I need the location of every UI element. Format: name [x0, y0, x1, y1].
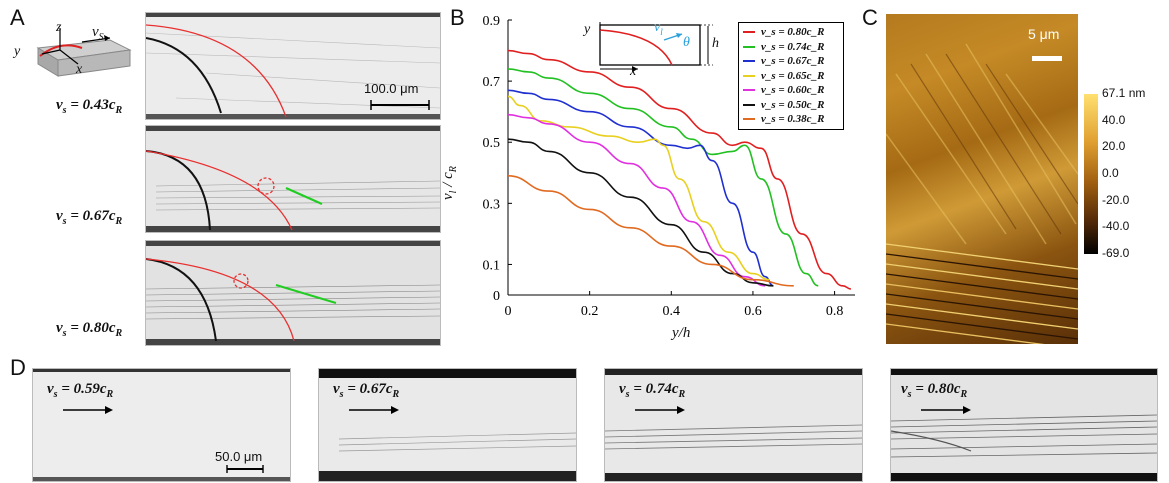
schematic-y-label: y	[14, 44, 21, 59]
panel-letter-a: A	[10, 5, 25, 30]
colorbar-tick-2: 20.0	[1102, 139, 1126, 154]
legend-swatch-2	[743, 60, 755, 63]
micrograph-d4-detail	[891, 369, 1157, 481]
micrograph-d2: vs = 0.67cR	[318, 368, 577, 482]
legend-swatch-6	[743, 118, 755, 121]
row-label-a2: vs = 0.67cR	[56, 208, 123, 227]
legend-label-6: v_s = 0.38c_R	[761, 113, 825, 125]
panel-letter-c: C	[862, 5, 878, 30]
y-tick-label-5: 0.9	[483, 14, 501, 29]
series-line-6	[507, 175, 794, 287]
colorbar-tick-4: -20.0	[1102, 192, 1130, 207]
series-line-0	[507, 49, 851, 290]
legend-item-0: v_s = 0.80c_R	[743, 25, 839, 40]
legend-label-0: v_s = 0.80c_R	[761, 26, 825, 38]
micrograph-d4: vs = 0.80cR	[890, 368, 1158, 482]
colorbar	[1084, 94, 1098, 254]
schematic-vs-label: vS	[92, 24, 104, 43]
micrograph-d1-detail	[33, 369, 290, 481]
panel-letter-d: D	[10, 355, 26, 380]
chart-axes: 0 0.1 0.3 0.5 0.7 0.9 0 0.2 0.4 0.6 0.8	[483, 14, 855, 319]
afm-image: 5 μm	[886, 14, 1078, 344]
x-tick-label-4: 0.8	[826, 304, 844, 319]
series-line-2	[507, 89, 774, 287]
micrograph-a1-lines	[146, 13, 440, 119]
micrograph-a3	[145, 240, 441, 346]
scalebar-a-label: 100.0 μm	[364, 81, 419, 96]
series-line-3	[507, 95, 770, 281]
inset-x-label: x	[630, 64, 637, 79]
legend-swatch-4	[743, 89, 755, 92]
frame-label-d1: vs = 0.59cR	[47, 381, 114, 400]
legend-item-3: v_s = 0.65c_R	[743, 69, 839, 84]
legend-item-5: v_s = 0.50c_R	[743, 98, 839, 113]
y-tick-label-1: 0.1	[483, 258, 501, 273]
inset-theta-label: θ	[683, 35, 690, 50]
series-line-4	[507, 113, 766, 287]
legend-label-5: v_s = 0.50c_R	[761, 98, 825, 111]
legend-label-4: v_s = 0.60c_R	[761, 84, 825, 96]
row-label-a3: vs = 0.80cR	[56, 320, 123, 339]
colorbar-tick-6: -69.0	[1102, 246, 1130, 260]
inset-h-label: h	[712, 36, 719, 51]
legend-swatch-5	[743, 103, 755, 106]
legend-swatch-0	[743, 31, 755, 34]
chart-lines	[507, 49, 851, 290]
series-line-5	[507, 138, 774, 287]
frame-label-d3: vs = 0.74cR	[619, 381, 686, 400]
micrograph-d3: vs = 0.74cR	[604, 368, 863, 482]
micrograph-d2-detail	[319, 369, 576, 481]
x-tick-label-0: 0	[505, 304, 512, 319]
scalebar-d-label: 50.0 μm	[215, 449, 263, 464]
legend-item-2: v_s = 0.67c_R	[743, 54, 839, 69]
legend-label-3: v_s = 0.65c_R	[761, 69, 825, 82]
x-tick-label-3: 0.6	[744, 304, 762, 319]
micrograph-a2	[145, 125, 441, 233]
micrograph-a3-lines	[146, 241, 440, 345]
legend-swatch-1	[743, 45, 755, 48]
inset-vl-label: vl	[654, 20, 663, 37]
y-tick-label-0: 0	[493, 289, 500, 304]
colorbar-tick-0: 67.1 nm	[1102, 86, 1146, 100]
schematic-x-label: x	[76, 62, 83, 77]
micrograph-a2-lines	[146, 126, 440, 232]
afm-texture	[886, 43, 1078, 344]
legend-item-1: v_s = 0.74c_R	[743, 40, 839, 55]
y-axis-label: vl / cR	[440, 166, 459, 200]
micrograph-d3-detail	[605, 369, 862, 481]
micrograph-d1: vs = 0.59cR 50.0 μm	[32, 368, 291, 482]
specimen-schematic	[36, 28, 132, 77]
scalebar-c-label: 5 μm	[1028, 26, 1060, 42]
schematic-z-label: z	[56, 20, 62, 35]
legend-item-4: v_s = 0.60c_R	[743, 83, 839, 98]
legend-item-6: v_s = 0.38c_R	[743, 112, 839, 127]
y-tick-label-2: 0.3	[483, 197, 501, 212]
colorbar-tick-3: 0.0	[1102, 166, 1119, 180]
colorbar-tick-5: -40.0	[1102, 219, 1130, 234]
micrograph-a1: 100.0 μm	[145, 12, 441, 120]
legend-label-2: v_s = 0.67c_R	[761, 55, 825, 67]
y-tick-label-4: 0.7	[483, 75, 501, 90]
x-axis-label: y/h	[672, 325, 691, 341]
inset-y-label: y	[584, 22, 591, 37]
frame-label-d4: vs = 0.80cR	[901, 381, 968, 400]
x-tick-label-1: 0.2	[581, 304, 599, 319]
frame-label-d2: vs = 0.67cR	[333, 381, 400, 400]
velocity-chart: 0 0.1 0.3 0.5 0.7 0.9 0 0.2 0.4 0.6 0.8	[483, 14, 855, 319]
legend-swatch-3	[743, 74, 755, 77]
legend-label-1: v_s = 0.74c_R	[761, 40, 825, 53]
crack-front-inset	[599, 22, 713, 72]
colorbar-tick-1: 40.0	[1102, 112, 1126, 127]
row-label-a1: vs = 0.43cR	[56, 97, 123, 116]
panel-letter-b: B	[450, 5, 465, 30]
x-tick-label-2: 0.4	[663, 304, 681, 319]
y-tick-label-3: 0.5	[483, 136, 501, 151]
